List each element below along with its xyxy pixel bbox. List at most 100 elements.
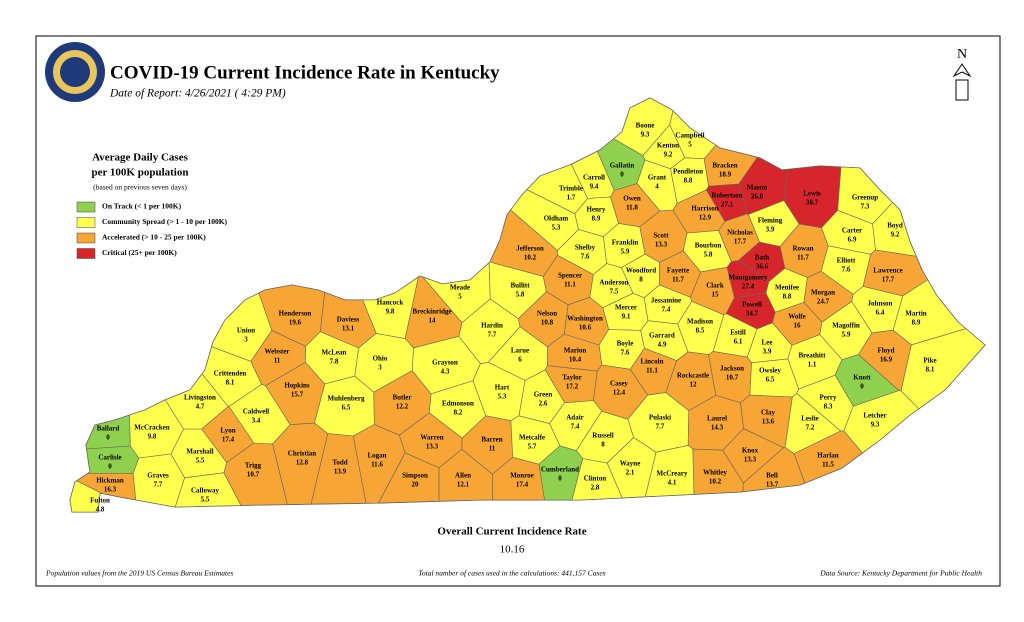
county-name: Logan — [367, 452, 386, 460]
county-value: 3.4 — [252, 417, 261, 425]
county-value: 5 — [688, 141, 692, 149]
county-name: Meade — [450, 284, 470, 292]
county-name: Metcalfe — [519, 434, 545, 442]
county-value: 7.8 — [330, 358, 339, 366]
county-value: 11.1 — [564, 281, 576, 289]
legend-label: On Track (< 1 per 100K) — [102, 202, 182, 211]
county-name: Bourbon — [695, 242, 722, 250]
county-value: 6.5 — [766, 376, 775, 384]
county-name: Carter — [842, 227, 862, 235]
footer-center: Total number of cases used in the calcul… — [418, 569, 605, 578]
county-value: 17.7 — [882, 276, 895, 284]
county-value: 8 — [601, 441, 605, 449]
county-name: Rockcastle — [677, 372, 709, 380]
county-name: Bullitt — [510, 282, 530, 290]
county-name: Wolfe — [788, 313, 806, 321]
county-value: 4.7 — [196, 403, 205, 411]
county-name: Lewis — [803, 190, 821, 198]
title: COVID-19 Current Incidence Rate in Kentu… — [110, 62, 500, 83]
county-name: Bracken — [712, 162, 737, 170]
county-value: 27.4 — [742, 283, 755, 291]
county-name: Hickman — [96, 477, 124, 485]
county-value: 38.7 — [806, 199, 819, 207]
county-value: 11.7 — [797, 254, 809, 262]
county-name: McLean — [322, 349, 347, 357]
legend-swatch — [76, 248, 96, 259]
county-value: 27.1 — [721, 201, 734, 209]
county-name: Mercer — [615, 304, 637, 312]
county-value: 12.4 — [613, 389, 626, 397]
county-value: 24.7 — [817, 298, 830, 306]
county-name: Daviess — [337, 316, 360, 324]
county-value: 12 — [690, 381, 698, 389]
county-value: 6.1 — [734, 338, 743, 346]
county-value: 8.5 — [696, 327, 705, 335]
county-value: 9.2 — [891, 231, 900, 239]
legend-label: Community Spread (> 1 - 10 per 100K) — [102, 217, 228, 226]
county-name: Larue — [511, 347, 529, 355]
county-area — [211, 292, 273, 362]
legend-title: per 100K population — [92, 167, 189, 179]
county-value: 8.9 — [912, 319, 921, 327]
county-name: Bell — [766, 472, 778, 480]
county-name: Mason — [747, 184, 767, 192]
county-value: 17.2 — [566, 383, 579, 391]
county-value: 15.7 — [291, 391, 304, 399]
county-value: 1.7 — [567, 194, 576, 202]
county-value: 12.2 — [396, 403, 409, 411]
county-name: Washington — [567, 315, 603, 323]
county-name: Calloway — [191, 487, 220, 495]
county-name: Menifee — [775, 284, 799, 292]
county-name: Butler — [392, 394, 411, 402]
county-value: 9.1 — [622, 313, 631, 321]
county-name: Jackson — [720, 365, 744, 373]
county-name: Trigg — [245, 462, 262, 470]
county-value: 13.3 — [744, 456, 757, 464]
county-value: 11 — [489, 445, 496, 453]
county-value: 13.3 — [655, 241, 668, 249]
county-value: 14 — [429, 317, 437, 325]
county-name: Green — [534, 391, 553, 399]
county-value: 9.2 — [664, 151, 673, 159]
county-name: Casey — [610, 380, 628, 388]
county-value: 10.8 — [541, 319, 554, 327]
county-value: 4.8 — [96, 506, 105, 514]
county-name: Knox — [742, 447, 759, 455]
county-value: 0 — [860, 383, 864, 391]
county-value: 11.1 — [646, 367, 658, 375]
county-name: Russell — [592, 432, 613, 440]
county-value: 10.7 — [247, 471, 260, 479]
county-value: 10.2 — [709, 478, 722, 486]
county-name: Knott — [853, 374, 871, 382]
county-name: Boone — [636, 122, 655, 130]
county-name: Wayne — [620, 460, 641, 468]
county-name: Lawrence — [873, 267, 902, 275]
county-name: Breckinridge — [412, 308, 451, 316]
county-value: 13.1 — [342, 325, 355, 333]
county-value: 5.9 — [842, 331, 851, 339]
county-value: 9.4 — [590, 183, 599, 191]
county-name: Warren — [420, 434, 443, 442]
county-name: Lee — [762, 339, 773, 347]
county-name: Spencer — [558, 272, 582, 280]
county-name: Rowan — [792, 245, 813, 253]
county-name: Muhlenberg — [328, 395, 365, 403]
county-value: 10.4 — [569, 356, 582, 364]
county-name: Caldwell — [243, 408, 270, 416]
county-name: Clay — [761, 409, 776, 417]
county-value: 4.3 — [441, 368, 450, 376]
county-name: Kenton — [657, 142, 679, 150]
county-name: Franklin — [612, 239, 639, 247]
county-value: 8.9 — [592, 215, 601, 223]
county-value: 5.7 — [528, 443, 537, 451]
county-name: Whitley — [703, 469, 727, 477]
county-name: Clark — [706, 282, 724, 290]
county-name: Ballard — [97, 425, 120, 433]
county-name: Marion — [564, 347, 587, 355]
county-name: Jefferson — [516, 245, 544, 253]
county-value: 13.3 — [426, 443, 439, 451]
county-name: Floyd — [877, 347, 894, 355]
county-value: 11.5 — [822, 461, 834, 469]
county-value: 13.7 — [766, 481, 779, 489]
county-name: Madison — [687, 318, 713, 326]
